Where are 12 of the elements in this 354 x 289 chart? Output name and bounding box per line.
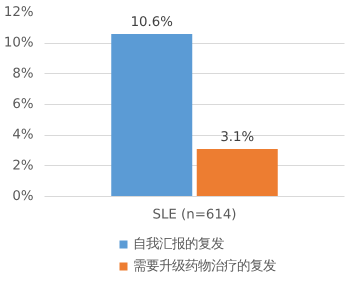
y-tick-label: 2%	[12, 158, 34, 174]
data-label: 10.6%	[130, 14, 173, 30]
x-tick-label: SLE (n=614)	[152, 208, 236, 222]
y-tick-label: 10%	[4, 36, 34, 51]
y-tick-label: 0%	[12, 189, 34, 204]
legend-label: 需要升级药物治疗的复发	[133, 258, 276, 275]
legend-label: 自我汇报的复发	[133, 236, 224, 253]
y-tick-label: 4%	[12, 128, 34, 143]
y-tick-label: 8%	[12, 66, 34, 82]
y-tick-label: 6%	[12, 97, 34, 112]
y-tick-label: 12%	[4, 5, 34, 20]
data-label: 3.1%	[220, 130, 254, 145]
